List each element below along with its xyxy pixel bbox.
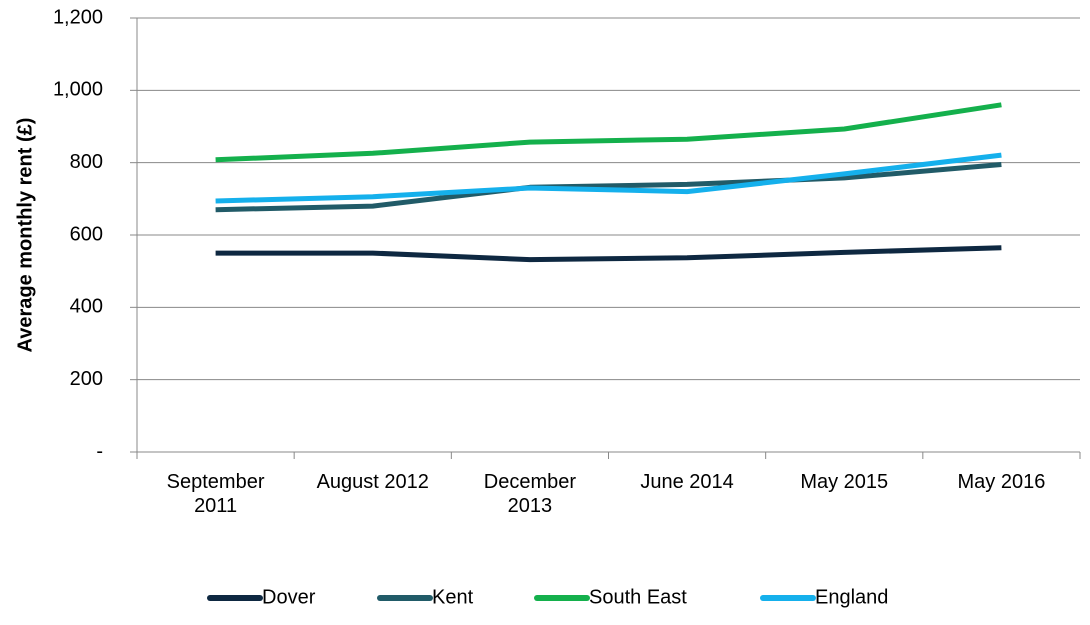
y-tick-label: 1,200 bbox=[53, 6, 103, 28]
x-tick-label: December 2013 bbox=[483, 471, 577, 517]
y-tick-label: 400 bbox=[70, 296, 103, 318]
y-tick-label: 800 bbox=[70, 151, 103, 173]
series-line bbox=[215, 102, 1002, 163]
x-tick-label: September 2011 bbox=[166, 471, 265, 517]
x-tick-label: June 2014 bbox=[640, 471, 734, 493]
legend-label: Kent bbox=[432, 586, 474, 608]
series-line bbox=[215, 162, 1002, 213]
y-tick-label: 1,000 bbox=[53, 79, 103, 101]
legend-label: England bbox=[815, 586, 888, 608]
y-tick-label: 600 bbox=[70, 223, 103, 245]
y-tick-label: 200 bbox=[70, 368, 103, 390]
legend-label: Dover bbox=[262, 586, 316, 608]
x-tick-label: August 2012 bbox=[316, 471, 429, 493]
x-tick-label: May 2016 bbox=[957, 471, 1046, 493]
y-tick-label: - bbox=[96, 440, 103, 462]
series-line bbox=[215, 152, 1002, 204]
series-line bbox=[215, 245, 1002, 263]
x-tick-label: May 2015 bbox=[800, 471, 889, 493]
legend-label: South East bbox=[589, 586, 687, 608]
y-axis-label: Average monthly rent (£) bbox=[14, 118, 36, 353]
